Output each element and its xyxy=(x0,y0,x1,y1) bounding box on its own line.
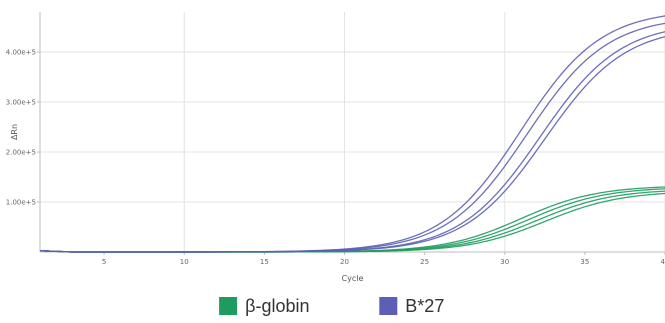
x-tick-label: 25 xyxy=(420,258,429,266)
y-tick-label: 1.00e+5 xyxy=(6,199,36,207)
series-line xyxy=(39,31,665,253)
legend: β-globin B*27 xyxy=(219,296,444,316)
grid xyxy=(40,12,665,252)
x-axis-label: Cycle xyxy=(342,274,364,283)
series-line xyxy=(39,188,665,253)
x-tick-label: 20 xyxy=(340,258,349,266)
series-β-globin xyxy=(39,186,665,253)
tick-labels: 5 10 15 20 25 30 35 40 1.00e+5 2.00e+5 3.00e+5 4.00… xyxy=(6,49,665,267)
legend-label: β-globin xyxy=(245,296,309,316)
series-line xyxy=(39,190,665,253)
series-B*27 xyxy=(39,15,665,253)
series-line xyxy=(39,15,665,253)
y-tick-label: 4.00e+5 xyxy=(6,49,36,57)
series-line xyxy=(39,22,665,253)
series-line xyxy=(39,186,665,253)
x-tick-label: 35 xyxy=(580,258,589,266)
legend-label: B*27 xyxy=(405,296,444,316)
y-tick-label: 3.00e+5 xyxy=(6,99,36,107)
curves xyxy=(39,15,665,253)
x-tick-label: 30 xyxy=(500,258,509,266)
y-tick-label: 2.00e+5 xyxy=(6,149,36,157)
x-tick-label: 15 xyxy=(260,258,269,266)
legend-swatch xyxy=(379,297,398,315)
y-axis-label: ΔRn xyxy=(10,124,19,140)
legend-swatch xyxy=(219,297,238,315)
axes xyxy=(37,12,665,255)
x-tick-label: 5 xyxy=(102,258,106,266)
series-line xyxy=(39,36,665,253)
x-tick-label: 40 xyxy=(661,258,665,266)
x-tick-label: 10 xyxy=(180,258,189,266)
